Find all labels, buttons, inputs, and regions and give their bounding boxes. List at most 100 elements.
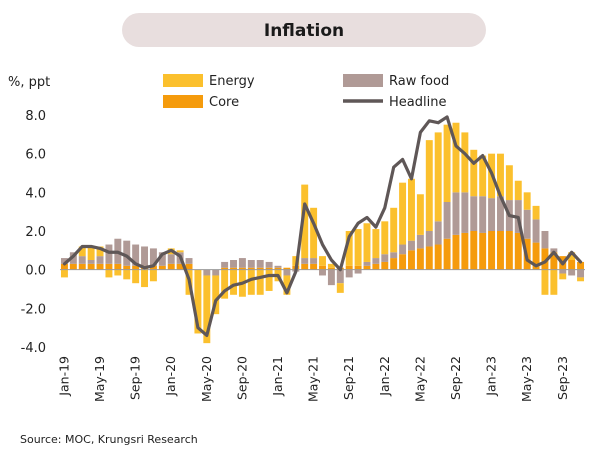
bar-raw-food <box>96 256 104 264</box>
bar-raw-food <box>221 261 229 268</box>
bar-raw-food <box>345 269 353 278</box>
x-tick-label: Sep-22 <box>448 356 463 400</box>
bar-energy <box>541 269 549 295</box>
bar-energy <box>176 250 184 253</box>
bar-energy <box>568 252 576 260</box>
bar-raw-food <box>238 258 246 268</box>
bar-core <box>256 267 264 270</box>
bar-energy <box>461 132 469 193</box>
legend-label-raw-food: Raw food <box>389 74 449 89</box>
bar-raw-food <box>230 260 237 268</box>
bar-energy <box>532 205 540 220</box>
bar-core <box>176 263 184 270</box>
bar-core <box>470 231 478 270</box>
bar-raw-food <box>265 261 273 268</box>
bar-core <box>310 263 318 270</box>
bar-raw-food <box>532 219 540 243</box>
bar-energy <box>247 269 255 295</box>
bar-energy <box>434 132 442 222</box>
bar-core <box>372 263 380 270</box>
bar-core <box>301 263 309 270</box>
bar-energy <box>363 223 371 262</box>
bar-core <box>265 267 273 270</box>
bar-raw-food <box>568 269 576 276</box>
bar-energy <box>301 184 309 259</box>
bar-energy <box>60 269 68 278</box>
bar-raw-food <box>372 258 380 264</box>
bar-core <box>461 232 469 270</box>
bar-energy <box>399 182 407 245</box>
y-tick-label: -4.0 <box>21 341 46 356</box>
bar-energy <box>577 277 585 282</box>
bar-core <box>149 265 157 270</box>
bar-raw-food <box>354 269 362 274</box>
bar-core <box>87 263 95 270</box>
bar-raw-food <box>185 258 193 264</box>
bar-energy <box>443 124 451 202</box>
bar-core <box>514 232 522 270</box>
x-tick-label: Sep-20 <box>234 356 249 400</box>
bar-core <box>479 232 487 270</box>
bar-raw-food <box>141 246 148 266</box>
bar-raw-food <box>132 244 140 266</box>
bar-raw-food <box>443 202 451 239</box>
bar-energy <box>336 283 344 293</box>
bar-energy <box>141 269 148 288</box>
bar-core <box>354 265 362 270</box>
x-tick-label: Jan-22 <box>377 356 392 397</box>
bar-energy <box>87 246 95 260</box>
bar-core <box>505 231 513 270</box>
x-tick-label: Sep-21 <box>341 356 356 400</box>
bar-energy <box>96 246 104 257</box>
bar-core <box>497 231 504 270</box>
bar-core <box>399 254 407 270</box>
bar-core <box>167 263 175 270</box>
x-tick-label: May-20 <box>199 356 214 402</box>
bar-raw-food <box>256 260 264 268</box>
bar-energy <box>114 269 122 276</box>
bar-energy <box>479 155 487 197</box>
bar-energy <box>105 269 113 278</box>
bar-core <box>577 261 585 270</box>
bar-raw-food <box>212 269 220 276</box>
bar-raw-food <box>105 244 113 264</box>
y-tick-label: 4.0 <box>25 186 46 201</box>
legend-swatch-raw-food <box>343 74 383 87</box>
bar-core <box>408 250 415 270</box>
bar-energy <box>78 246 86 257</box>
bar-raw-food <box>149 248 157 266</box>
bar-core <box>532 242 540 270</box>
y-tick-label: 0.0 <box>25 264 46 279</box>
bar-energy <box>345 231 353 266</box>
chart-title: Inflation <box>264 21 344 41</box>
y-tick-label: 6.0 <box>25 148 46 163</box>
bar-raw-food <box>381 254 389 262</box>
y-tick-label: 2.0 <box>25 225 46 240</box>
bar-energy <box>354 229 362 266</box>
x-tick-label: Jan-23 <box>484 356 499 397</box>
bar-raw-food <box>247 260 255 268</box>
bar-raw-food <box>336 269 344 284</box>
bar-raw-food <box>452 192 460 235</box>
bar-raw-food <box>167 254 175 264</box>
bar-core <box>60 263 68 270</box>
legend-swatch-core <box>163 95 203 108</box>
bar-raw-food <box>434 221 442 245</box>
bars-group <box>60 122 585 344</box>
bar-core <box>96 263 104 270</box>
bar-core <box>541 248 549 270</box>
bar-core <box>283 267 291 270</box>
bar-raw-food <box>399 244 407 255</box>
bar-raw-food <box>283 269 291 276</box>
bar-energy <box>497 153 504 197</box>
bar-energy <box>194 269 202 334</box>
bar-core <box>274 267 282 270</box>
bar-core <box>69 263 77 270</box>
bar-core <box>425 246 433 270</box>
bar-raw-food <box>470 196 478 231</box>
legend-swatch-energy <box>163 74 203 87</box>
bar-raw-food <box>78 256 86 264</box>
x-tick-label: May-21 <box>306 356 321 402</box>
x-tick-label: Jan-21 <box>270 356 285 397</box>
